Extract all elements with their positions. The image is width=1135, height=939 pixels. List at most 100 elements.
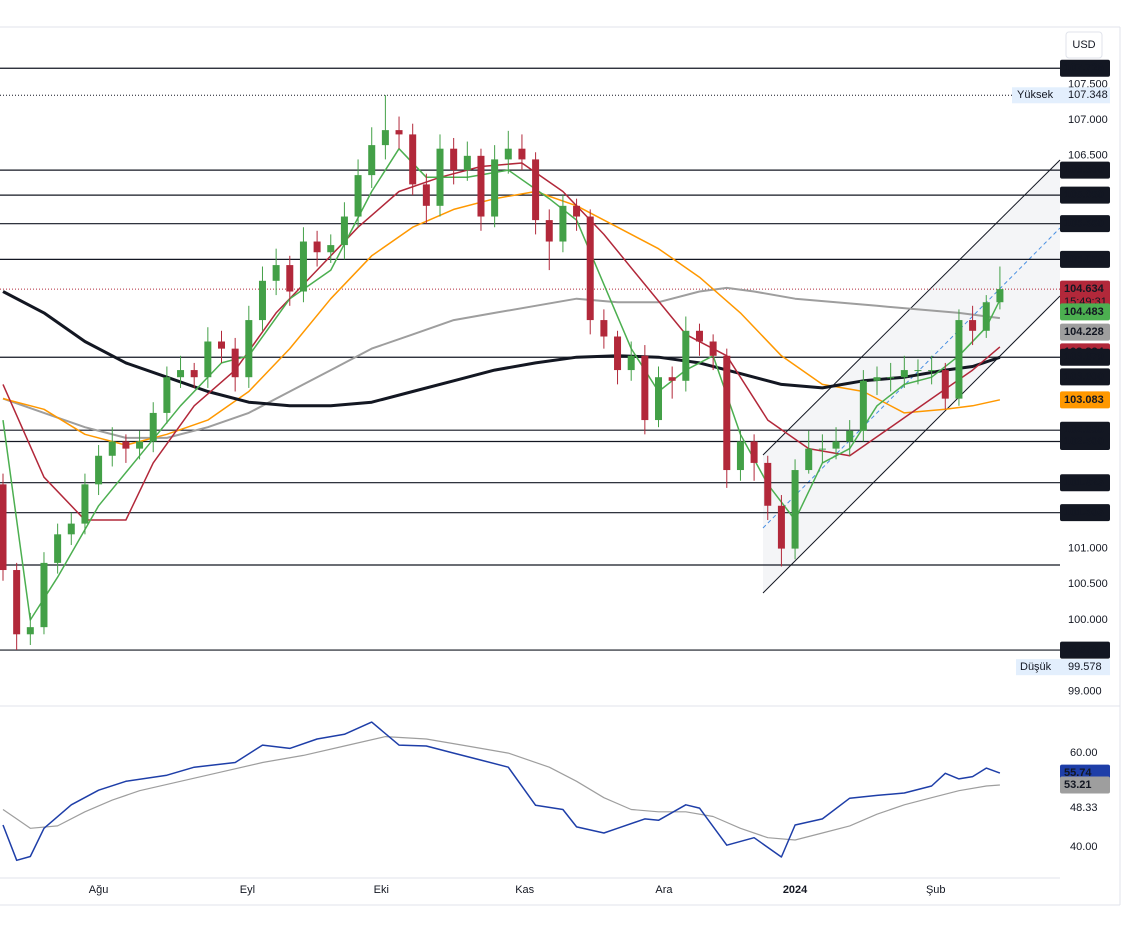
price-badge-label: 103.600 [1064,371,1104,383]
candle-body [818,448,826,450]
candle-body [764,462,772,506]
candle-body [532,159,540,221]
candle-body [204,341,212,378]
x-tick-label: Kas [515,884,534,896]
candle-body [982,302,990,331]
candle-body [887,377,895,379]
candle-body [600,320,608,337]
candle-body [586,216,594,321]
y-tick-label: 48.33 [1070,802,1098,814]
price-badge-label: 106.300 [1064,164,1104,176]
price-badge [1060,161,1110,179]
candle-body [218,341,226,349]
candle-body [108,441,116,456]
candle-body [149,412,157,442]
price-badge-label: 101.923 [1064,477,1104,489]
low-badge [1016,659,1110,676]
candle-body [354,175,362,217]
candle-body [914,370,922,372]
channel-mid [762,227,1061,529]
candle-body [723,355,731,471]
price-badge-label: 105.050 [1064,253,1104,265]
candle-body [682,330,690,381]
candle-body [67,523,75,535]
currency-box[interactable] [1065,31,1103,59]
price-badge [1060,348,1110,366]
candle-body [545,220,553,242]
price-badge-label: 99.579 [1064,644,1098,656]
candle-body [245,320,253,378]
price-badge-label: 55.74 [1064,767,1092,779]
candle-body [436,148,444,206]
price-badge [1060,641,1110,659]
candle-body [805,448,813,471]
candle-body [791,470,799,549]
price-badge-label: 101.503 [1064,507,1104,519]
candle-body [313,241,321,253]
y-tick-label: 106.500 [1068,150,1108,162]
y-tick-label: 107.000 [1068,114,1108,126]
currency: USD [1072,39,1095,51]
y-tick-label: 100.500 [1068,578,1108,590]
low-label: Düşük [1020,661,1052,673]
candle-body [272,265,280,281]
price-badge [1060,186,1110,204]
candle-body [859,380,867,431]
price-badge-label: 103.083 [1064,394,1104,406]
high-value: 107.348 [1068,89,1108,101]
candle-body [900,370,908,378]
high-badge [1012,87,1110,104]
candle-body [231,348,239,378]
candle-body [846,430,854,442]
price-badge-label: 53.21 [1064,779,1092,791]
candle-body [996,289,1004,303]
candle-body [463,155,471,171]
candle-body [750,441,758,463]
candle-body [928,370,936,372]
price-badge-label: 104.634 [1064,283,1105,295]
price-badge [1060,776,1110,794]
plot: 107.500107.000106.500101.000100.500100.0… [0,59,1110,896]
candle-body [286,265,294,292]
candle-body [655,377,663,421]
high-label: Yüksek [1017,89,1054,101]
price-badge [1060,368,1110,386]
candle-body [695,330,703,342]
price-badge [1060,280,1110,311]
y-tick-label: 99.000 [1068,685,1102,697]
candle-body [614,336,622,371]
y-tick-label: 100.000 [1068,614,1108,626]
candle-body [477,155,485,217]
candle-body [873,377,881,381]
x-tick-label: 2024 [783,884,808,896]
price-badge [1060,391,1110,409]
rsi-line [2,721,1001,862]
candle-body [709,341,717,356]
candle-body [40,562,48,628]
candle-body [627,355,635,371]
price-badge-label: 107.726 [1064,62,1104,74]
candle-body [559,205,567,242]
price-badge-label: 105.550 [1064,218,1104,230]
price-badge [1060,504,1110,522]
candle-body [95,455,103,485]
x-tick-label: Şub [926,884,946,896]
y-tick-label: 40.00 [1070,841,1098,853]
moving-average [2,286,1001,439]
candle-body [163,377,171,413]
candle-body [0,484,7,571]
candle-body [641,355,649,421]
price-badge-label: 102.500 [1064,435,1104,447]
price-badge [1060,323,1110,341]
candle-body [177,370,185,378]
candle-body [969,320,977,331]
y-tick-label: 101.000 [1068,543,1108,555]
candle-body [13,570,21,635]
candle-body [573,205,581,217]
candle-body [491,159,499,217]
candle-body [122,441,130,449]
low-value: 99.578 [1068,661,1102,673]
price-badge [1060,432,1110,450]
